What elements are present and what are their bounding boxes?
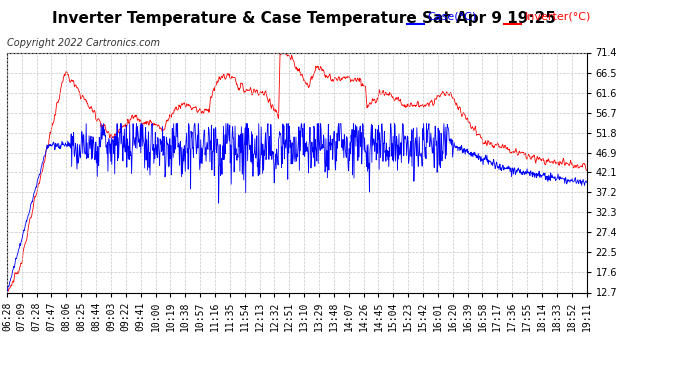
Text: Case(°C): Case(°C) [428,11,477,21]
Text: Copyright 2022 Cartronics.com: Copyright 2022 Cartronics.com [7,38,160,48]
Text: Inverter(°C): Inverter(°C) [524,11,591,21]
Text: Inverter Temperature & Case Temperature Sat Apr 9 19:25: Inverter Temperature & Case Temperature … [52,11,555,26]
